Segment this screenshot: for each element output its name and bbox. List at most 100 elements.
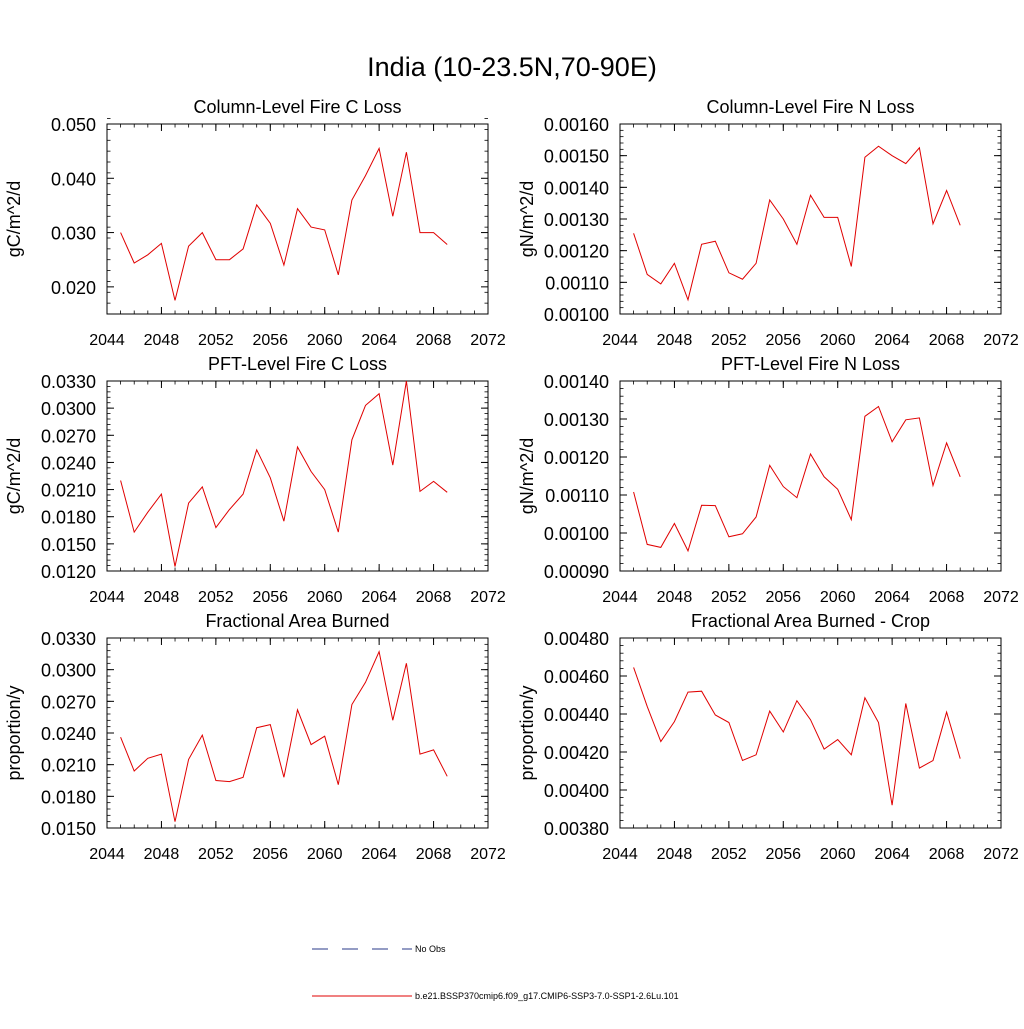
x-tick-label: 2060 bbox=[307, 332, 343, 349]
y-axis-label: gC/m^2/d bbox=[4, 181, 24, 257]
plot-frame bbox=[619, 123, 1002, 315]
y-tick-label: 0.00420 bbox=[544, 743, 609, 763]
y-tick-label: 0.0180 bbox=[41, 787, 96, 807]
series-line bbox=[633, 405, 961, 553]
panel-3: PFT-Level Fire C Loss gC/m^2/d 2044 2048 205… bbox=[4, 354, 506, 606]
y-tick-label: 0.0330 bbox=[41, 629, 96, 649]
x-tick-label: 2064 bbox=[874, 846, 910, 863]
x-tick-label: 2072 bbox=[983, 846, 1019, 863]
y-tick-label: 0.0300 bbox=[41, 661, 96, 681]
y-tick-label: 0.00480 bbox=[544, 629, 609, 649]
y-tick-label: 0.020 bbox=[51, 278, 96, 298]
x-tick-label: 2056 bbox=[765, 332, 801, 349]
panel-title: Column-Level Fire N Loss bbox=[706, 97, 914, 117]
x-tick-label: 2072 bbox=[983, 332, 1019, 349]
panel-2: Column-Level Fire N Loss gN/m^2/d 2044 2048… bbox=[517, 97, 1019, 349]
x-tick-label: 2048 bbox=[144, 589, 180, 606]
x-tick-label: 2052 bbox=[198, 589, 234, 606]
x-tick-label: 2052 bbox=[198, 846, 234, 863]
x-tick-label: 2056 bbox=[765, 846, 801, 863]
x-tick-label: 2060 bbox=[307, 846, 343, 863]
plot-frame bbox=[619, 637, 1002, 829]
series-line bbox=[633, 667, 961, 806]
x-tick-label: 2052 bbox=[711, 332, 747, 349]
y-tick-label: 0.00160 bbox=[544, 115, 609, 135]
x-tick-label: 2048 bbox=[657, 332, 693, 349]
figure-title: India (10-23.5N,70-90E) bbox=[367, 52, 657, 82]
x-tick-label: 2060 bbox=[820, 589, 856, 606]
x-tick-label: 2068 bbox=[929, 846, 965, 863]
y-tick-label: 0.00400 bbox=[544, 781, 609, 801]
panel-title: Column-Level Fire C Loss bbox=[193, 97, 401, 117]
x-tick-label: 2052 bbox=[711, 589, 747, 606]
y-tick-label: 0.00090 bbox=[544, 562, 609, 582]
x-tick-label: 2064 bbox=[361, 846, 397, 863]
x-tick-label: 2064 bbox=[361, 332, 397, 349]
y-tick-label: 0.00100 bbox=[544, 305, 609, 325]
legend-obs-label: No Obs bbox=[415, 944, 446, 954]
x-tick-label: 2056 bbox=[252, 589, 288, 606]
panel-title: PFT-Level Fire C Loss bbox=[208, 354, 387, 374]
x-tick-label: 2052 bbox=[198, 332, 234, 349]
x-tick-label: 2060 bbox=[820, 846, 856, 863]
y-axis-label: proportion/y bbox=[517, 685, 537, 780]
x-tick-label: 2044 bbox=[89, 332, 125, 349]
x-tick-label: 2048 bbox=[144, 846, 180, 863]
panels: Column-Level Fire C Loss gC/m^2/d 2044 2048… bbox=[4, 97, 1019, 863]
x-tick-label: 2068 bbox=[929, 589, 965, 606]
y-tick-label: 0.00110 bbox=[545, 273, 609, 293]
series-line bbox=[633, 145, 961, 302]
y-tick-label: 0.040 bbox=[51, 169, 96, 189]
x-tick-label: 2048 bbox=[657, 846, 693, 863]
x-tick-label: 2068 bbox=[416, 332, 452, 349]
x-tick-label: 2068 bbox=[929, 332, 965, 349]
x-tick-label: 2048 bbox=[144, 332, 180, 349]
x-tick-label: 2064 bbox=[874, 589, 910, 606]
y-axis-label: gN/m^2/d bbox=[517, 181, 537, 257]
x-tick-label: 2056 bbox=[765, 589, 801, 606]
x-tick-label: 2056 bbox=[252, 846, 288, 863]
series-line bbox=[120, 380, 448, 567]
x-tick-label: 2044 bbox=[602, 332, 638, 349]
y-axis-label: proportion/y bbox=[4, 685, 24, 780]
y-tick-label: 0.0240 bbox=[41, 453, 96, 473]
y-tick-label: 0.0150 bbox=[41, 819, 96, 839]
y-tick-label: 0.00130 bbox=[544, 410, 609, 430]
y-tick-label: 0.0330 bbox=[41, 372, 96, 392]
plot-frame bbox=[106, 123, 489, 315]
y-tick-label: 0.00110 bbox=[545, 486, 609, 506]
y-tick-label: 0.00440 bbox=[544, 705, 609, 725]
series-line bbox=[120, 650, 448, 822]
x-tick-label: 2072 bbox=[470, 589, 506, 606]
y-tick-label: 0.00150 bbox=[544, 147, 609, 167]
x-tick-label: 2072 bbox=[983, 589, 1019, 606]
x-tick-label: 2056 bbox=[252, 332, 288, 349]
x-tick-label: 2064 bbox=[874, 332, 910, 349]
y-tick-label: 0.00460 bbox=[544, 667, 609, 687]
y-tick-label: 0.00380 bbox=[544, 819, 609, 839]
y-tick-label: 0.00140 bbox=[544, 372, 609, 392]
legend: No Obs b.e21.BSSP370cmip6.f09_g17.CMIP6-… bbox=[312, 944, 679, 1001]
legend-model-label: b.e21.BSSP370cmip6.f09_g17.CMIP6-SSP3-7.… bbox=[415, 991, 679, 1001]
x-tick-label: 2044 bbox=[602, 589, 638, 606]
x-tick-label: 2064 bbox=[361, 589, 397, 606]
plot-frame bbox=[619, 380, 1002, 572]
panel-5: Fractional Area Burned proportion/y 2044 20… bbox=[4, 611, 506, 863]
y-tick-label: 0.00100 bbox=[544, 524, 609, 544]
y-tick-label: 0.00130 bbox=[544, 210, 609, 230]
y-tick-label: 0.050 bbox=[51, 115, 96, 135]
panel-title: PFT-Level Fire N Loss bbox=[721, 354, 900, 374]
x-tick-label: 2060 bbox=[820, 332, 856, 349]
x-tick-label: 2072 bbox=[470, 332, 506, 349]
y-tick-label: 0.00140 bbox=[544, 178, 609, 198]
x-tick-label: 2048 bbox=[657, 589, 693, 606]
y-tick-label: 0.00120 bbox=[544, 242, 609, 262]
panel-6: Fractional Area Burned - Crop proportion/… bbox=[517, 611, 1019, 863]
y-axis-label: gC/m^2/d bbox=[4, 438, 24, 514]
y-axis-label: gN/m^2/d bbox=[517, 438, 537, 514]
y-tick-label: 0.0300 bbox=[41, 399, 96, 419]
x-tick-label: 2068 bbox=[416, 589, 452, 606]
x-tick-label: 2072 bbox=[470, 846, 506, 863]
panel-1: Column-Level Fire C Loss gC/m^2/d 2044 2048… bbox=[4, 97, 506, 349]
